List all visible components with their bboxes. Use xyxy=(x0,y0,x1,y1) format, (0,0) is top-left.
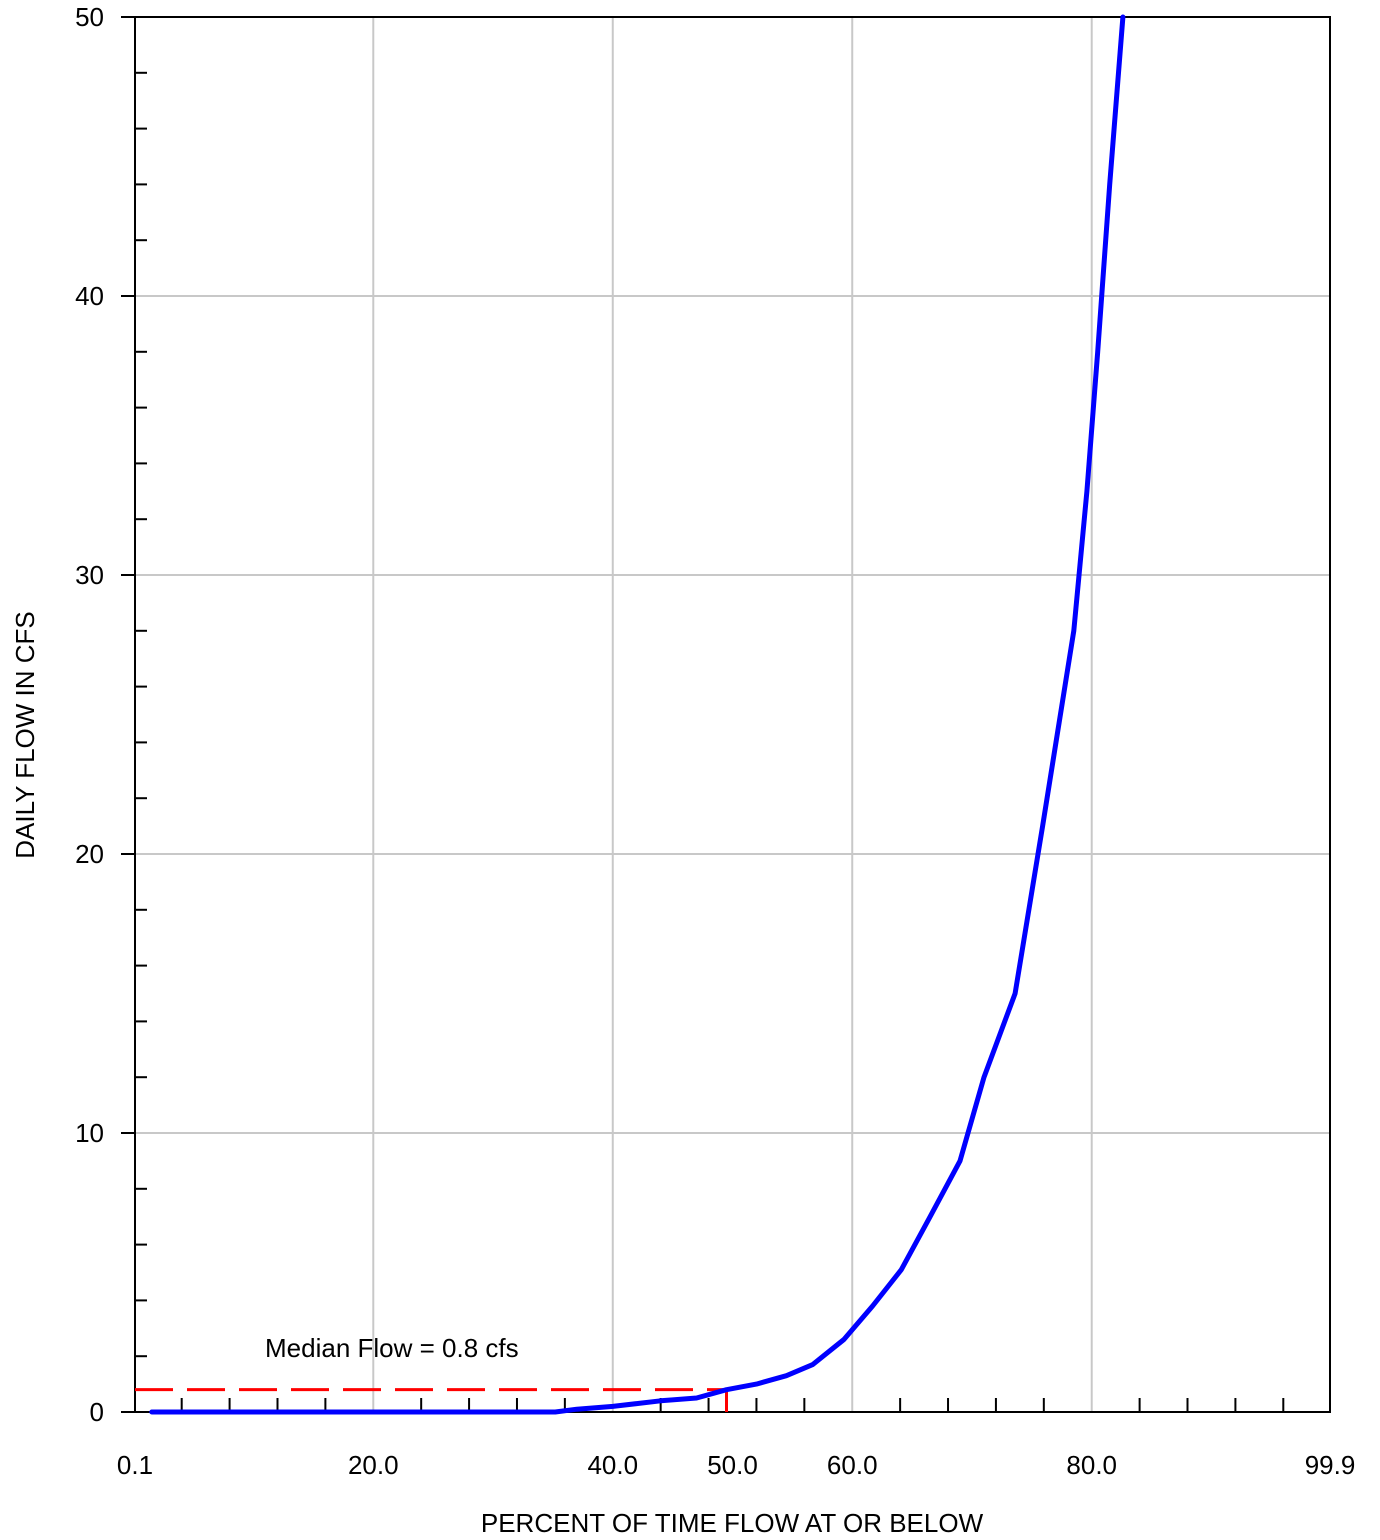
y-tick-label-3: 30 xyxy=(75,560,104,590)
median-reference-lines xyxy=(135,1388,729,1412)
median-flow-annotation: Median Flow = 0.8 cfs xyxy=(265,1333,519,1363)
x-tick-label-5: 80.0 xyxy=(1066,1450,1117,1480)
y-tick-label-4: 40 xyxy=(75,281,104,311)
series-flow-line xyxy=(149,14,1126,1415)
x-tick-label-1: 20.0 xyxy=(348,1450,399,1480)
plot-frame xyxy=(134,16,1331,1413)
x-axis-label: PERCENT OF TIME FLOW AT OR BELOW xyxy=(481,1508,984,1538)
y-tick-label-0: 0 xyxy=(90,1397,104,1427)
x-tick-label-4: 60.0 xyxy=(827,1450,878,1480)
grid-lines xyxy=(135,17,1330,1412)
y-tick-label-2: 20 xyxy=(75,839,104,869)
x-tick-label-2: 40.0 xyxy=(587,1450,638,1480)
y-axis-label: DAILY FLOW IN CFS xyxy=(10,611,40,859)
y-tick-labels: 0 10 20 30 40 50 xyxy=(75,2,104,1427)
x-tick-label-0: 0.1 xyxy=(117,1450,153,1480)
y-tick-label-1: 10 xyxy=(75,1118,104,1148)
y-tick-label-5: 50 xyxy=(75,2,104,32)
x-tick-label-3: 50.0 xyxy=(707,1450,758,1480)
x-tick-labels: 0.1 20.0 40.0 50.0 60.0 80.0 99.9 xyxy=(117,1450,1355,1480)
x-tick-label-6: 99.9 xyxy=(1305,1450,1356,1480)
